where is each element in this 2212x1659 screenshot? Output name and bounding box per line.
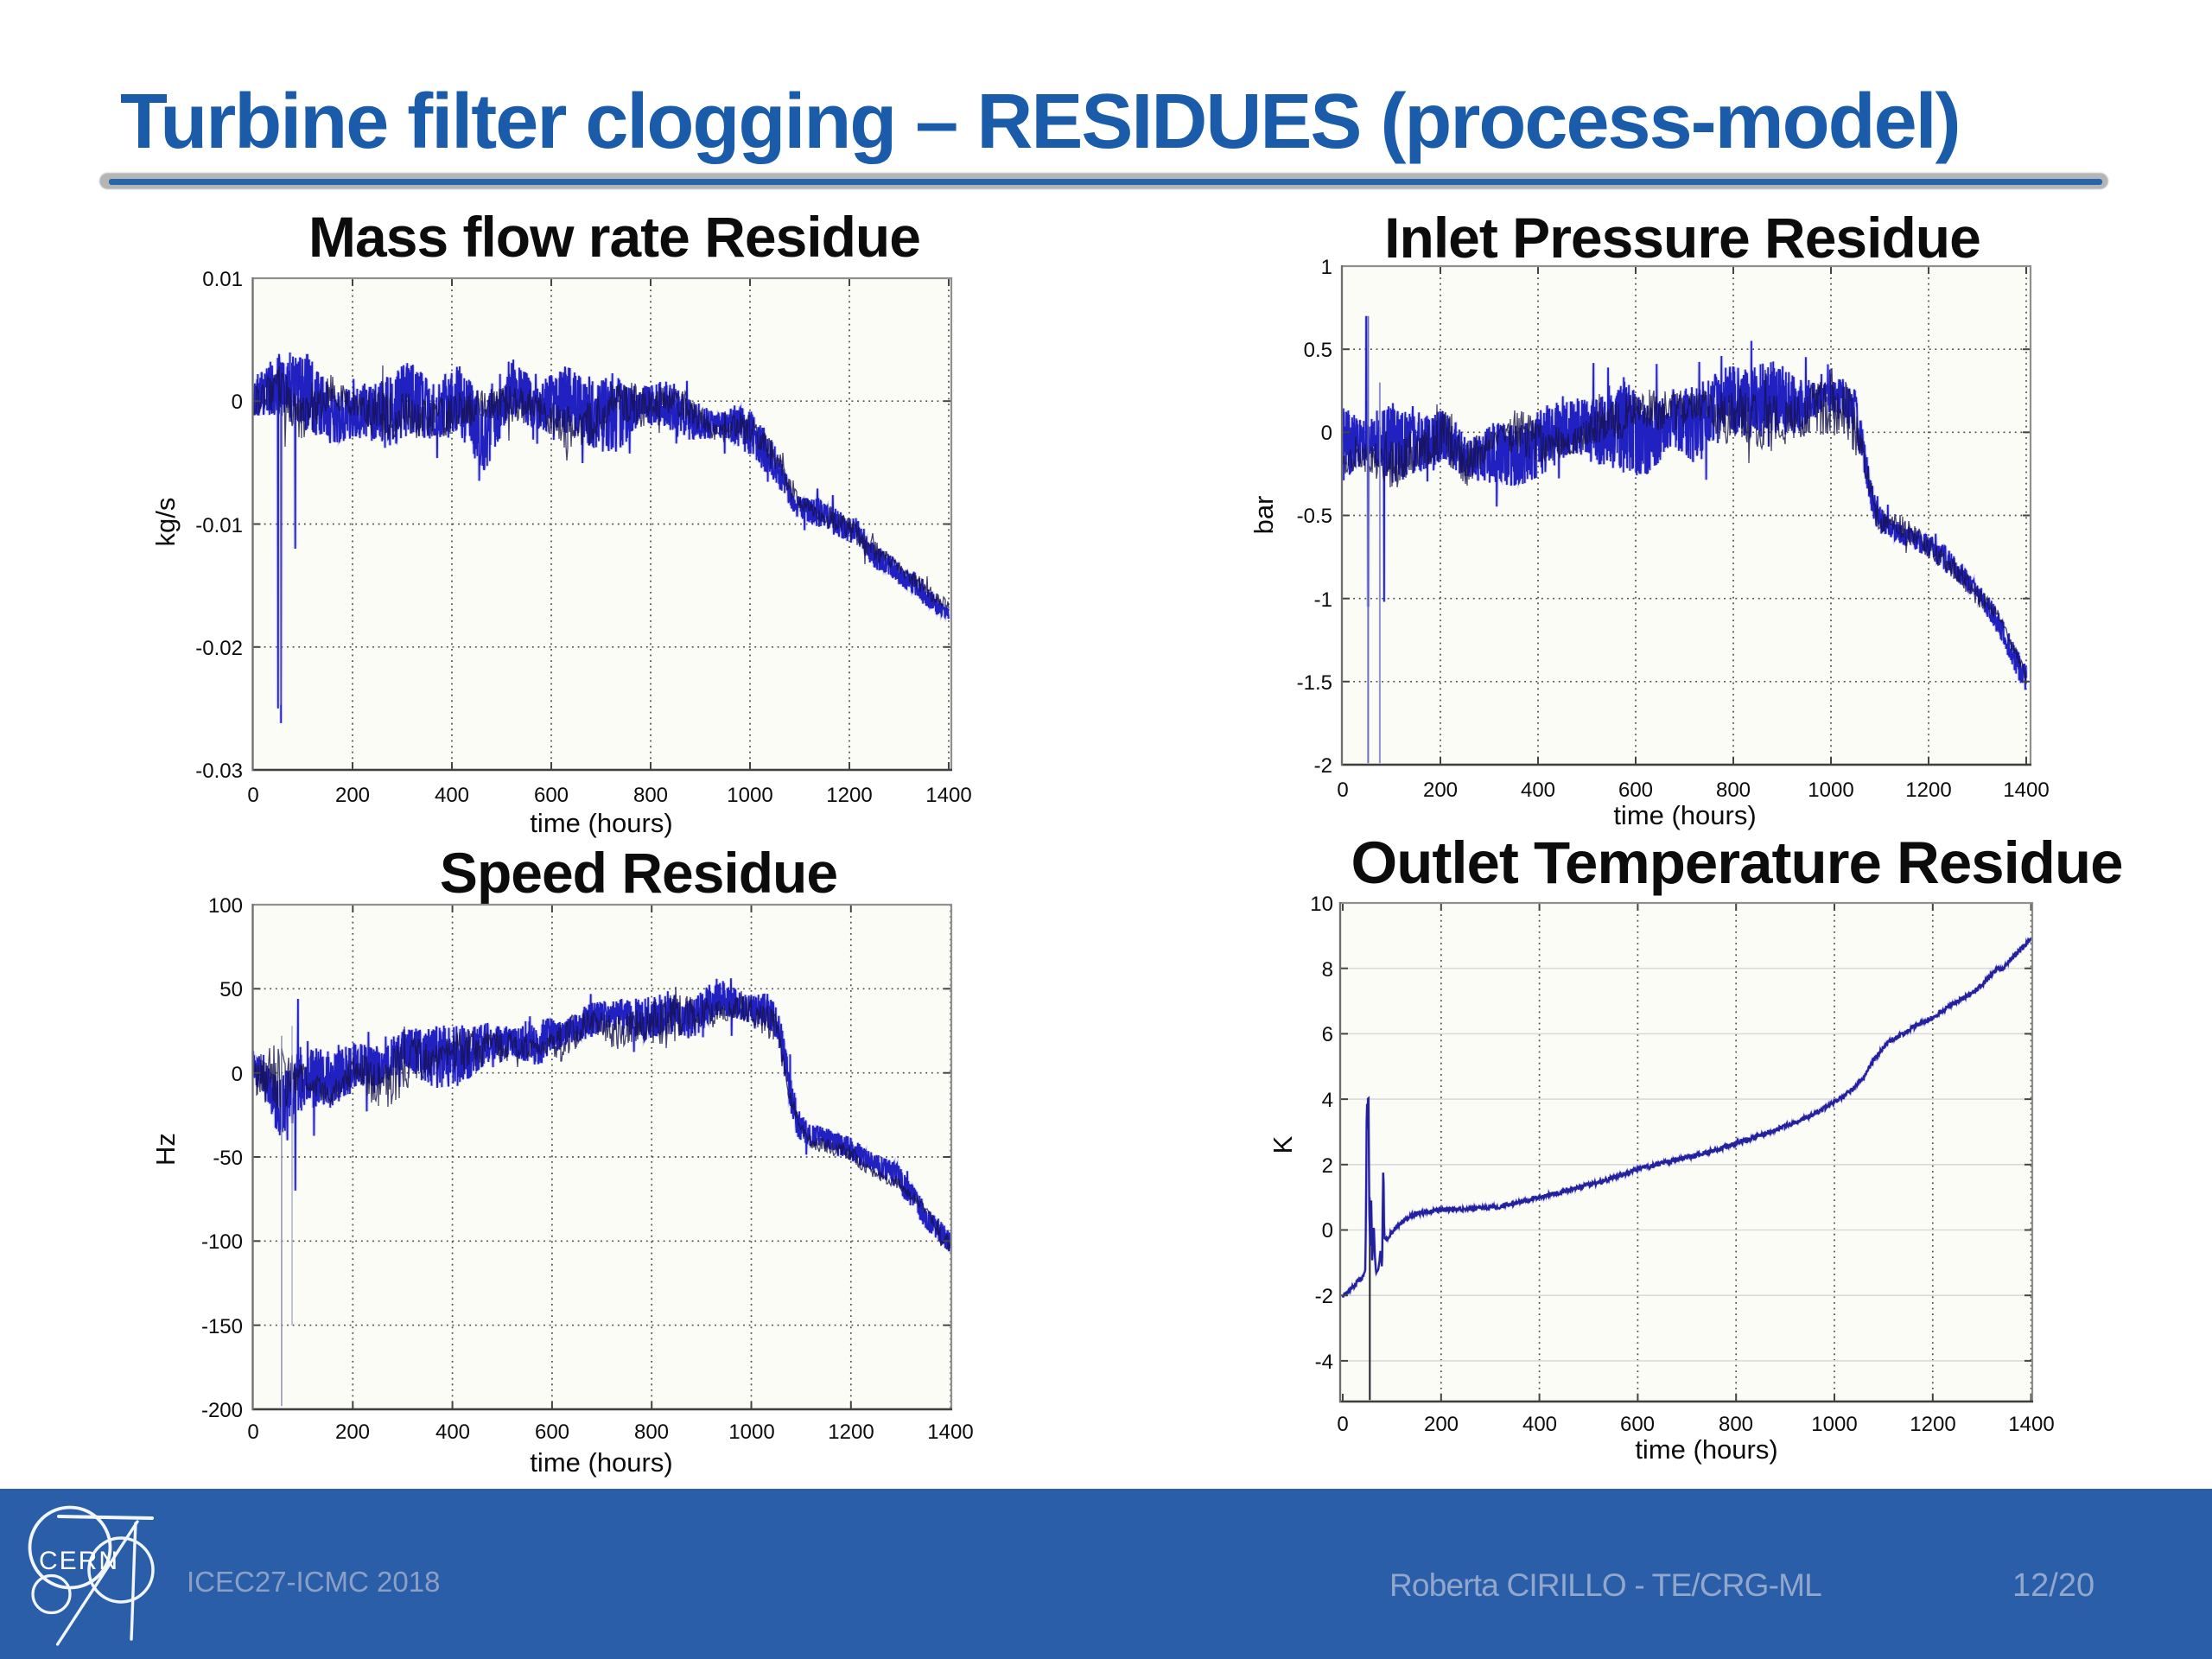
svg-text:2: 2: [1322, 1154, 1333, 1178]
svg-text:1000: 1000: [727, 784, 772, 807]
svg-text:800: 800: [1719, 1413, 1753, 1436]
svg-text:1000: 1000: [728, 1421, 774, 1444]
svg-text:-0.5: -0.5: [1297, 505, 1332, 528]
svg-text:-50: -50: [213, 1147, 243, 1170]
svg-text:time (hours): time (hours): [530, 808, 672, 838]
svg-text:-150: -150: [201, 1315, 243, 1338]
svg-text:Hz: Hz: [150, 1133, 181, 1166]
svg-text:200: 200: [1424, 1413, 1459, 1436]
svg-text:1400: 1400: [925, 784, 971, 807]
svg-text:0.01: 0.01: [202, 268, 243, 291]
svg-text:1400: 1400: [2003, 779, 2049, 802]
svg-text:-0.03: -0.03: [195, 760, 243, 783]
svg-text:600: 600: [1618, 779, 1653, 802]
svg-text:1000: 1000: [1808, 779, 1853, 802]
svg-text:200: 200: [335, 784, 370, 807]
svg-text:200: 200: [335, 1421, 370, 1444]
svg-text:1400: 1400: [2008, 1413, 2054, 1436]
svg-text:0: 0: [1337, 779, 1348, 802]
svg-text:6: 6: [1322, 1023, 1333, 1046]
svg-text:0: 0: [247, 784, 258, 807]
svg-text:time (hours): time (hours): [1635, 1434, 1777, 1465]
svg-text:600: 600: [1620, 1413, 1655, 1436]
svg-text:bar: bar: [1249, 496, 1279, 535]
svg-text:Mass flow rate Residue: Mass flow rate Residue: [308, 205, 920, 269]
svg-text:0: 0: [232, 1063, 243, 1086]
svg-text:-1: -1: [1314, 588, 1332, 612]
svg-text:0.5: 0.5: [1304, 339, 1332, 362]
svg-text:-200: -200: [201, 1399, 243, 1422]
svg-text:K: K: [1268, 1135, 1298, 1154]
svg-text:1200: 1200: [1905, 779, 1951, 802]
svg-text:-2: -2: [1315, 1285, 1333, 1308]
svg-text:0: 0: [1337, 1413, 1348, 1436]
svg-text:-1.5: -1.5: [1297, 671, 1332, 695]
svg-text:1200: 1200: [828, 1421, 874, 1444]
svg-text:400: 400: [1521, 779, 1555, 802]
svg-text:CERN: CERN: [39, 1547, 119, 1575]
svg-text:Outlet Temperature Residue: Outlet Temperature Residue: [1351, 830, 2123, 896]
svg-text:0: 0: [1321, 422, 1332, 445]
svg-text:100: 100: [208, 894, 243, 918]
svg-text:-0.02: -0.02: [195, 637, 243, 660]
svg-text:Speed Residue: Speed Residue: [440, 841, 837, 905]
svg-text:1400: 1400: [927, 1421, 973, 1444]
svg-text:800: 800: [633, 784, 668, 807]
svg-text:1000: 1000: [1811, 1413, 1857, 1436]
svg-text:400: 400: [435, 1421, 470, 1444]
svg-text:kg/s: kg/s: [150, 498, 181, 547]
svg-text:200: 200: [1423, 779, 1458, 802]
svg-text:600: 600: [535, 1421, 569, 1444]
svg-text:4: 4: [1322, 1089, 1333, 1112]
svg-text:800: 800: [1716, 779, 1751, 802]
svg-text:10: 10: [1310, 893, 1333, 916]
svg-text:400: 400: [435, 784, 469, 807]
svg-text:Inlet Pressure Residue: Inlet Pressure Residue: [1384, 206, 1980, 270]
svg-text:0: 0: [232, 391, 243, 414]
svg-text:time (hours): time (hours): [1613, 800, 1756, 830]
svg-text:-2: -2: [1314, 754, 1332, 778]
svg-text:50: 50: [219, 978, 243, 1001]
svg-text:-4: -4: [1315, 1351, 1333, 1374]
svg-text:400: 400: [1522, 1413, 1557, 1436]
svg-text:8: 8: [1322, 958, 1333, 982]
svg-text:800: 800: [634, 1421, 669, 1444]
svg-text:-0.01: -0.01: [195, 514, 243, 537]
svg-text:0: 0: [247, 1421, 258, 1444]
svg-text:time (hours): time (hours): [530, 1447, 672, 1478]
svg-text:0: 0: [1322, 1219, 1333, 1243]
svg-text:1200: 1200: [1910, 1413, 1955, 1436]
svg-text:-100: -100: [201, 1230, 243, 1254]
svg-text:1200: 1200: [826, 784, 872, 807]
svg-text:600: 600: [534, 784, 569, 807]
svg-text:1: 1: [1321, 256, 1332, 279]
